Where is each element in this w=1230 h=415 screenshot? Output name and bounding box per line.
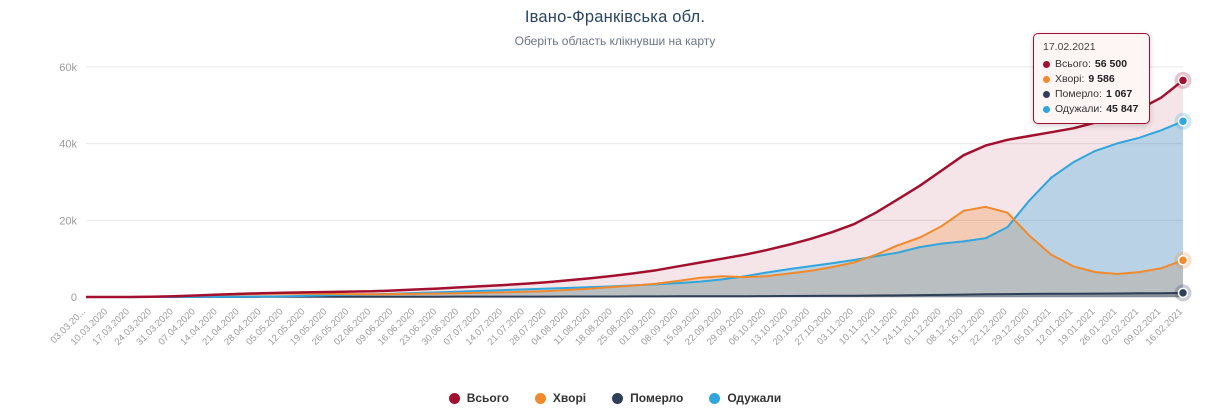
tooltip-value: 9 586	[1088, 73, 1115, 85]
tooltip-row: Хворі: 9 586	[1043, 73, 1139, 85]
tooltip-row: Одужали: 45 847	[1043, 103, 1139, 115]
page-title: Івано-Франківська обл.	[524, 8, 706, 26]
legend-item-total[interactable]: Всього	[448, 391, 509, 405]
legend-dot-deaths	[612, 392, 624, 404]
legend-dot-active	[534, 392, 546, 404]
legend-label: Хворі	[552, 391, 587, 405]
series-dot-deaths	[1043, 90, 1050, 98]
svg-text:60k: 60k	[59, 62, 77, 74]
svg-text:20k: 20k	[59, 215, 77, 227]
tooltip-label: Одужали:	[1055, 103, 1103, 115]
chart-tooltip: 17.02.2021 Всього: 56 500 Хворі: 9 586 П…	[1033, 33, 1150, 124]
svg-text:0: 0	[71, 292, 77, 304]
chart-legend: Всього Хворі Померло Одужали	[0, 391, 1230, 405]
tooltip-value: 56 500	[1094, 58, 1128, 70]
legend-dot-recovered	[709, 392, 721, 404]
tooltip-label: Померло:	[1055, 88, 1102, 100]
tooltip-row: Всього: 56 500	[1043, 58, 1139, 70]
tooltip-label: Всього:	[1055, 58, 1091, 70]
tooltip-label: Хворі:	[1055, 73, 1085, 85]
line-chart[interactable]: 020k40k60k03.03.20...10.03.202017.03.202…	[0, 50, 1230, 380]
svg-text:40k: 40k	[59, 139, 77, 151]
series-dot-total	[1043, 60, 1050, 68]
series-dot-recovered	[1043, 105, 1050, 113]
legend-item-active[interactable]: Хворі	[534, 391, 587, 405]
chart-header: Івано-Франківська обл. Оберіть область к…	[0, 8, 1230, 48]
legend-label: Всього	[466, 391, 509, 405]
tooltip-value: 45 847	[1106, 103, 1139, 115]
series-dot-active	[1043, 75, 1050, 83]
tooltip-value: 1 067	[1105, 88, 1133, 100]
legend-label: Померло	[630, 391, 684, 405]
page-subtitle: Оберіть область клікнувши на карту	[514, 34, 716, 48]
legend-item-recovered[interactable]: Одужали	[709, 391, 781, 405]
tooltip-date: 17.02.2021	[1043, 41, 1096, 53]
tooltip-row: Померло: 1 067	[1043, 88, 1139, 100]
legend-label: Одужали	[727, 391, 782, 405]
legend-dot-total	[448, 392, 460, 404]
legend-item-deaths[interactable]: Померло	[612, 391, 683, 405]
